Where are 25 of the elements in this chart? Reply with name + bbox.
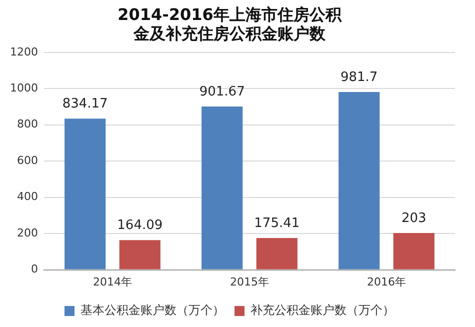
data-label: 164.09 <box>117 218 163 233</box>
y-tick-label: 400 <box>16 190 38 204</box>
data-label: 834.17 <box>62 96 108 112</box>
y-tick-label: 1000 <box>10 81 38 94</box>
y-tick-label: 0 <box>30 262 38 276</box>
x-tick-label: 2015年 <box>230 275 269 288</box>
y-tick-label: 200 <box>16 226 38 240</box>
bar <box>338 92 380 270</box>
y-tick-label: 600 <box>16 154 38 167</box>
x-tick-label: 2014年 <box>92 275 132 288</box>
data-label: 175.41 <box>254 216 300 231</box>
legend-label: 基本公积金账户数（万个） <box>80 303 224 318</box>
data-label: 901.67 <box>199 84 245 100</box>
x-tick-label: 2016年 <box>367 275 406 288</box>
data-label: 203 <box>401 210 426 226</box>
bar <box>393 233 434 270</box>
bar <box>256 238 298 270</box>
y-tick-label: 1200 <box>10 45 38 58</box>
data-label: 981.7 <box>340 70 378 85</box>
bar <box>64 118 106 270</box>
bar <box>202 106 243 270</box>
y-tick-label: 800 <box>16 118 38 131</box>
chart-title: 2014-2016年上海市住房公积金及补充住房公积金账户数 <box>118 4 342 43</box>
legend-label: 补充公积金账户数（万个） <box>250 303 394 318</box>
bar <box>119 240 160 270</box>
